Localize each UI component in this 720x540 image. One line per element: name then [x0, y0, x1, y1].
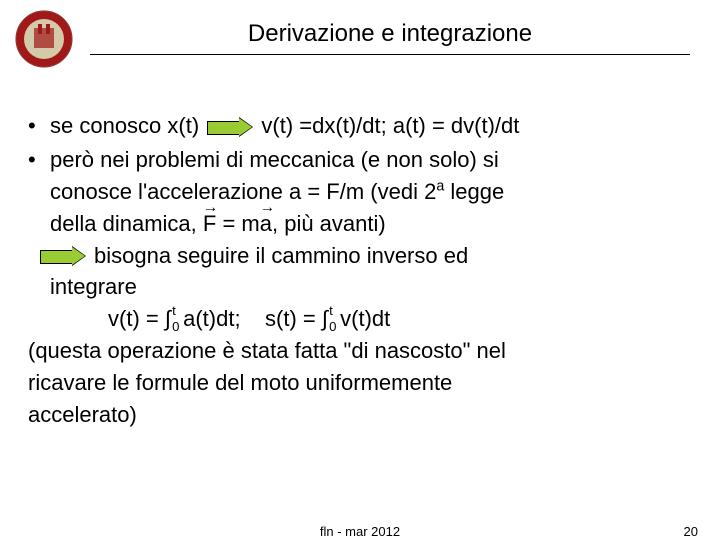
- slide-content: • se conosco x(t) v(t) =dx(t)/dt; a(t) =…: [28, 110, 692, 433]
- text-fragment: se conosco x(t): [50, 113, 199, 138]
- university-seal-logo: [15, 10, 73, 68]
- text-line: ricavare le formule del moto uniformemen…: [28, 367, 692, 399]
- text-line: bisogna seguire il cammino inverso ed: [50, 240, 692, 272]
- text-fragment: , più avanti): [272, 211, 386, 236]
- text-fragment: legge: [444, 179, 504, 204]
- text-line: però nei problemi di meccanica (e non so…: [50, 144, 692, 176]
- slide-title: Derivazione e integrazione: [90, 20, 690, 48]
- text-fragment: della dinamica,: [50, 211, 203, 236]
- text-fragment: v(t)dt: [340, 306, 390, 331]
- vector-a: a: [260, 208, 272, 240]
- bullet-marker: •: [28, 110, 50, 142]
- integral-line: v(t) = ∫t0 a(t)dt; s(t) = ∫t0 v(t)dt: [50, 303, 692, 335]
- text-line: conosce l'accelerazione a = F/m (vedi 2a…: [50, 176, 692, 208]
- bullet-1-text: se conosco x(t) v(t) =dx(t)/dt; a(t) = d…: [50, 110, 692, 142]
- text-line: della dinamica, F = ma, più avanti): [50, 208, 692, 240]
- text-fragment: v(t) =dx(t)/dt; a(t) = dv(t)/dt: [261, 113, 519, 138]
- text-fragment: bisogna seguire il cammino inverso ed: [94, 240, 468, 272]
- title-underline: [90, 54, 690, 55]
- footer-center-text: fln - mar 2012: [320, 524, 400, 539]
- integral-symbol: ∫: [322, 306, 328, 331]
- text-line: (questa operazione è stata fatta "di nas…: [28, 335, 692, 367]
- integral-2: ∫t0: [322, 303, 328, 335]
- bullet-marker: •: [28, 144, 50, 176]
- bullet-1: • se conosco x(t) v(t) =dx(t)/dt; a(t) =…: [28, 110, 692, 142]
- title-area: Derivazione e integrazione: [90, 20, 690, 55]
- arrow-icon: [207, 118, 253, 136]
- bullet-2-text: però nei problemi di meccanica (e non so…: [50, 144, 692, 431]
- vector-F: F: [203, 208, 216, 240]
- text-fragment: v(t) =: [108, 306, 165, 331]
- text-fragment: = m: [216, 211, 259, 236]
- integral-1: ∫t0: [165, 303, 171, 335]
- text-fragment: conosce l'accelerazione a = F/m (vedi 2: [50, 179, 436, 204]
- text-line: integrare: [50, 271, 692, 303]
- integral-lower: 0: [329, 317, 336, 336]
- text-line: accelerato): [28, 399, 692, 431]
- integral-symbol: ∫: [165, 306, 171, 331]
- page-number: 20: [684, 524, 698, 539]
- arrow-icon: [40, 247, 86, 265]
- integral-lower: 0: [172, 317, 179, 336]
- bullet-2: • però nei problemi di meccanica (e non …: [28, 144, 692, 431]
- text-fragment: a(t)dt; s(t) =: [183, 306, 322, 331]
